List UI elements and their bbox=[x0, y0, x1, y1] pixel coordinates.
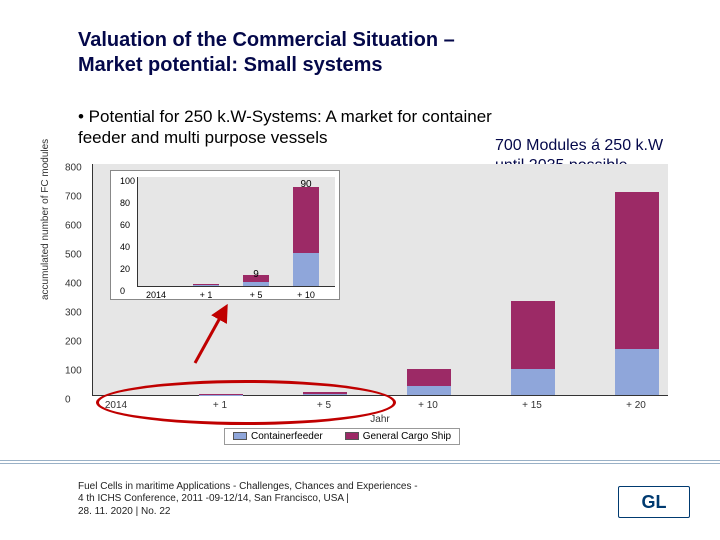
inset-value-label: 9 bbox=[236, 269, 276, 280]
inset-plot-area: 0204060801002014+ 1+ 59+ 1090 bbox=[137, 177, 335, 287]
inset-x-tick: + 1 bbox=[186, 290, 226, 300]
inset-y-tick: 40 bbox=[120, 242, 130, 252]
inset-y-tick: 0 bbox=[120, 286, 125, 296]
inset-chart: 0 20 40 60 80 100 2014 + 1 + 5 9 + 10 90 bbox=[110, 170, 340, 300]
inset-bar-segment bbox=[293, 187, 319, 253]
inset-x-tick: 2014 bbox=[136, 290, 176, 300]
highlight-arrow bbox=[0, 0, 720, 540]
inset-bar-segment bbox=[243, 282, 269, 286]
inset-y-tick: 80 bbox=[120, 198, 130, 208]
inset-bar-segment bbox=[193, 284, 219, 285]
inset-x-tick: + 10 bbox=[286, 290, 326, 300]
inset-value-label: 90 bbox=[286, 179, 326, 190]
inset-x-tick: + 5 bbox=[236, 290, 276, 300]
inset-y-tick: 20 bbox=[120, 264, 130, 274]
inset-y-tick: 100 bbox=[120, 176, 135, 186]
inset-bar-segment bbox=[293, 253, 319, 286]
inset-bar-segment bbox=[193, 285, 219, 286]
inset-y-tick: 60 bbox=[120, 220, 130, 230]
